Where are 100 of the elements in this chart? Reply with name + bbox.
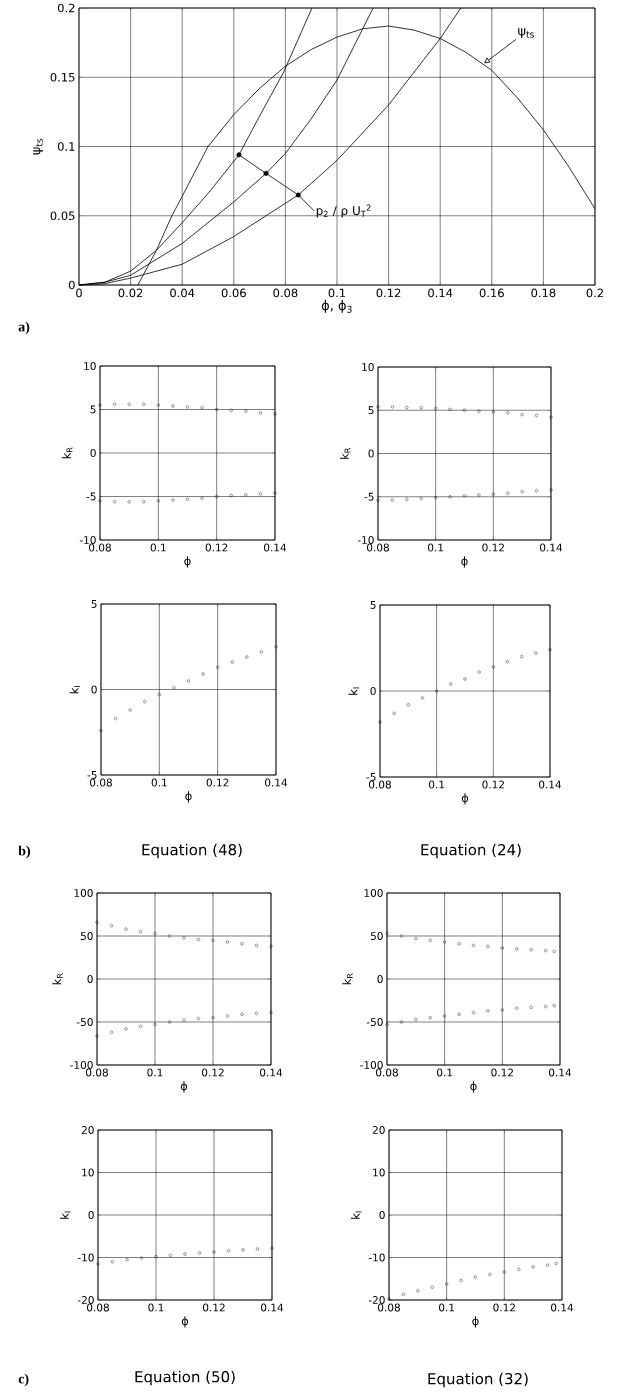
x-tick-label: 0.14	[548, 1068, 572, 1077]
text: Equation (48)	[142, 843, 242, 859]
x-tick-label: 0.1	[150, 543, 166, 552]
y-tick-label: 50	[370, 932, 383, 940]
y-tick-label: -100	[360, 1061, 383, 1069]
y-tick-label: 0	[87, 975, 93, 983]
y-tick-label: 10	[84, 362, 96, 370]
y-axis-title: k$_{I}$	[69, 686, 81, 694]
y-tick-label: -10	[357, 536, 374, 544]
x-tick-label: 0.1	[428, 543, 444, 552]
y-tick-label: 0	[68, 280, 75, 290]
x-axis-title: ϕ, ϕ$_{3}$	[321, 300, 352, 313]
x-axis-title: ϕ	[472, 1316, 479, 1328]
y-axis-title: k$_{R}$	[52, 973, 63, 985]
y-tick-label: -50	[366, 1018, 383, 1026]
x-axis-title: ϕ	[461, 556, 468, 568]
text: c)	[18, 1373, 29, 1387]
x-tick-label: 0.08	[273, 288, 298, 298]
x-tick-label: 0.16	[479, 288, 504, 298]
x-tick-label: 0.08	[89, 543, 111, 552]
x-tick-label: 0.02	[118, 288, 143, 298]
x-tick-label: 0.08	[378, 1303, 400, 1312]
y-tick-label: -10	[79, 536, 96, 544]
x-tick-label: 0.08	[86, 1068, 108, 1077]
x-axis-title: ϕ	[461, 793, 469, 805]
x-tick-label: 0.14	[428, 288, 453, 298]
x-tick-label: 0.12	[376, 288, 401, 298]
y-tick-label: 0.05	[50, 211, 75, 221]
x-axis-title: ϕ	[181, 1316, 189, 1328]
x-tick-label: 0.1	[439, 1303, 455, 1312]
y-tick-label: 100	[74, 889, 93, 897]
y-axis-title: k$_{I}$	[348, 687, 360, 695]
x-tick-label: 0.12	[202, 1068, 224, 1077]
x-tick-label: 0.08	[376, 1068, 398, 1077]
x-tick-label: 0.12	[202, 1303, 225, 1312]
x-tick-label: 0.08	[369, 780, 391, 789]
text: a)	[18, 321, 30, 335]
x-tick-label: 0.1	[437, 1068, 453, 1077]
y-tick-label: -10	[77, 1253, 94, 1262]
x-tick-label: 0.18	[531, 288, 556, 298]
y-tick-label: -50	[76, 1018, 93, 1026]
x-tick-label: 0.1	[429, 780, 445, 789]
y-tick-label: 20	[81, 1126, 94, 1134]
annotation: p$_{2}$ / ρ U$_{T}$2	[316, 204, 371, 218]
y-tick-label: -5	[87, 771, 97, 779]
annotation: ψ$_{ts}$	[518, 28, 534, 39]
text: Equation (50)	[135, 1370, 235, 1386]
x-axis-title: ϕ	[470, 1081, 477, 1093]
y-axis-title: ψ$_{ts}$	[33, 138, 43, 155]
x-tick-label: 0.1	[328, 288, 346, 298]
x-tick-label: 0.12	[205, 543, 228, 552]
y-tick-label: 5	[90, 405, 96, 414]
y-tick-label: -10	[368, 1253, 385, 1262]
x-axis-title: ϕ	[184, 556, 191, 568]
y-tick-label: -20	[77, 1296, 94, 1304]
x-tick-label: 0.14	[539, 543, 563, 552]
y-tick-label: 0	[91, 685, 97, 694]
x-tick-label: 0.14	[538, 780, 562, 789]
x-tick-label: 0.14	[259, 1068, 283, 1077]
x-tick-label: 0.1	[151, 778, 167, 787]
x-tick-label: 0.12	[482, 543, 504, 552]
y-tick-label: 50	[80, 932, 93, 940]
x-tick-label: 0.08	[87, 1303, 109, 1312]
x-tick-label: 0.08	[90, 778, 112, 787]
x-tick-label: 0.04	[170, 288, 195, 298]
y-tick-label: 10	[362, 363, 374, 371]
y-tick-label: -5	[364, 492, 374, 501]
y-tick-label: 5	[368, 406, 374, 415]
y-tick-label: -5	[366, 773, 376, 781]
x-tick-label: 0.12	[482, 780, 504, 789]
x-tick-label: 0.12	[206, 778, 229, 787]
y-tick-label: -5	[86, 492, 96, 501]
y-axis-title: k$_{I}$	[350, 1211, 362, 1219]
y-tick-label: 0	[377, 975, 383, 983]
y-axis-title: k$_{I}$	[59, 1211, 71, 1219]
y-tick-label: 0	[379, 1211, 385, 1219]
y-tick-label: 100	[364, 889, 383, 897]
x-tick-label: 0.2	[586, 288, 603, 298]
y-tick-label: 10	[373, 1168, 385, 1177]
y-tick-label: -20	[368, 1296, 385, 1304]
y-tick-label: 20	[372, 1126, 385, 1134]
y-tick-label: 5	[370, 601, 376, 609]
y-axis-title: k$_{R}$	[339, 447, 351, 459]
text: Equation (24)	[421, 843, 521, 859]
text: Equation (32)	[428, 1372, 528, 1388]
x-tick-label: 0.14	[263, 543, 287, 552]
x-tick-label: 0.1	[147, 1068, 163, 1077]
y-tick-label: 0.2	[57, 3, 75, 13]
text: b)	[18, 845, 31, 859]
y-tick-label: -100	[70, 1061, 93, 1069]
y-tick-label: 0	[88, 1211, 94, 1219]
y-tick-label: 0	[368, 449, 374, 458]
y-tick-label: 10	[82, 1168, 94, 1177]
x-axis-title: ϕ	[185, 791, 192, 803]
x-tick-label: 0.1	[148, 1303, 164, 1312]
x-tick-label: 0.08	[367, 543, 389, 552]
x-tick-label: 0.14	[264, 778, 288, 787]
x-tick-label: 0.06	[221, 288, 246, 298]
x-axis-title: ϕ	[180, 1081, 188, 1093]
y-tick-label: 0.15	[50, 72, 75, 82]
